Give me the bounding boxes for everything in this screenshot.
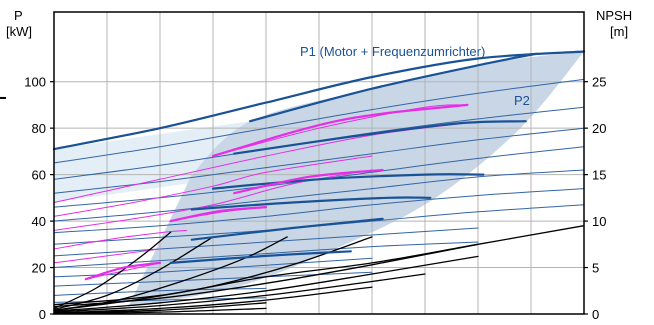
curve-p1-17 bbox=[190, 196, 432, 211]
left-tick-label: 40 bbox=[32, 214, 46, 229]
curve-npsh-33 bbox=[53, 231, 172, 310]
curve-p2-1 bbox=[53, 78, 585, 164]
curve-npsh-36 bbox=[53, 286, 373, 314]
left-axis-title-line1: P bbox=[14, 8, 23, 23]
left-tick-label: 80 bbox=[32, 121, 46, 136]
curve-magenta-bold-0 bbox=[211, 103, 469, 158]
curve-p2-6 bbox=[53, 188, 585, 234]
curve-p1-19 bbox=[169, 250, 352, 264]
right-tick-label: 5 bbox=[592, 261, 599, 276]
curve-npsh-35 bbox=[53, 273, 426, 313]
curve-p1-15 bbox=[233, 120, 527, 155]
right-tick-label: 10 bbox=[592, 214, 606, 229]
axes-layer: 0 20 40 60 80 100 0 5 10 15 20 25 bbox=[0, 11, 606, 322]
envelope-left-region bbox=[54, 121, 251, 203]
curve-p2-12 bbox=[53, 287, 267, 296]
curve-p1-16 bbox=[211, 173, 485, 190]
left-tick-label: 100 bbox=[24, 75, 46, 90]
annotation-p2: P2 bbox=[514, 93, 530, 108]
curve-p1-18 bbox=[190, 217, 384, 241]
curve-npsh-34 bbox=[53, 255, 479, 312]
right-tick-label: 25 bbox=[592, 75, 606, 90]
curve-p2-9 bbox=[53, 241, 479, 268]
left-tick-label: 20 bbox=[32, 261, 46, 276]
left-tick-label: 0 bbox=[39, 307, 46, 320]
right-tick-label: 20 bbox=[592, 121, 606, 136]
curve-magenta-bold-3 bbox=[84, 261, 162, 281]
series-layer bbox=[52, 50, 586, 315]
curve-p2-8 bbox=[53, 227, 479, 257]
curve-npsh-28 bbox=[53, 225, 585, 306]
left-tick-label: 60 bbox=[32, 168, 46, 183]
left-axis-title-line2: [kW] bbox=[6, 24, 32, 39]
curve-magenta-bold-1 bbox=[233, 168, 384, 195]
annotation-p1: P1 (Motor + Frequenzumrichter) bbox=[300, 44, 485, 59]
curve-p2-5 bbox=[53, 169, 585, 222]
right-axis-title-line2: [m] bbox=[610, 24, 628, 39]
curve-npsh-32 bbox=[53, 236, 214, 311]
curve-magenta-25 bbox=[53, 229, 187, 250]
curve-p1-0 bbox=[52, 50, 586, 151]
curve-p2-11 bbox=[53, 271, 373, 287]
right-axis-title-line1: NPSH bbox=[596, 8, 632, 23]
curve-p1-14 bbox=[249, 52, 538, 123]
curve-p2-3 bbox=[53, 127, 585, 194]
curve-magenta-bold-2 bbox=[169, 206, 268, 223]
curve-npsh-30 bbox=[53, 236, 373, 311]
right-tick-label: 0 bbox=[592, 307, 599, 320]
curve-magenta-22 bbox=[53, 155, 373, 217]
operating-envelope bbox=[128, 51, 584, 307]
curve-magenta-20 bbox=[212, 104, 468, 157]
right-tick-label: 15 bbox=[592, 168, 606, 183]
curve-npsh-31 bbox=[53, 236, 288, 311]
plot-frame bbox=[53, 11, 585, 315]
